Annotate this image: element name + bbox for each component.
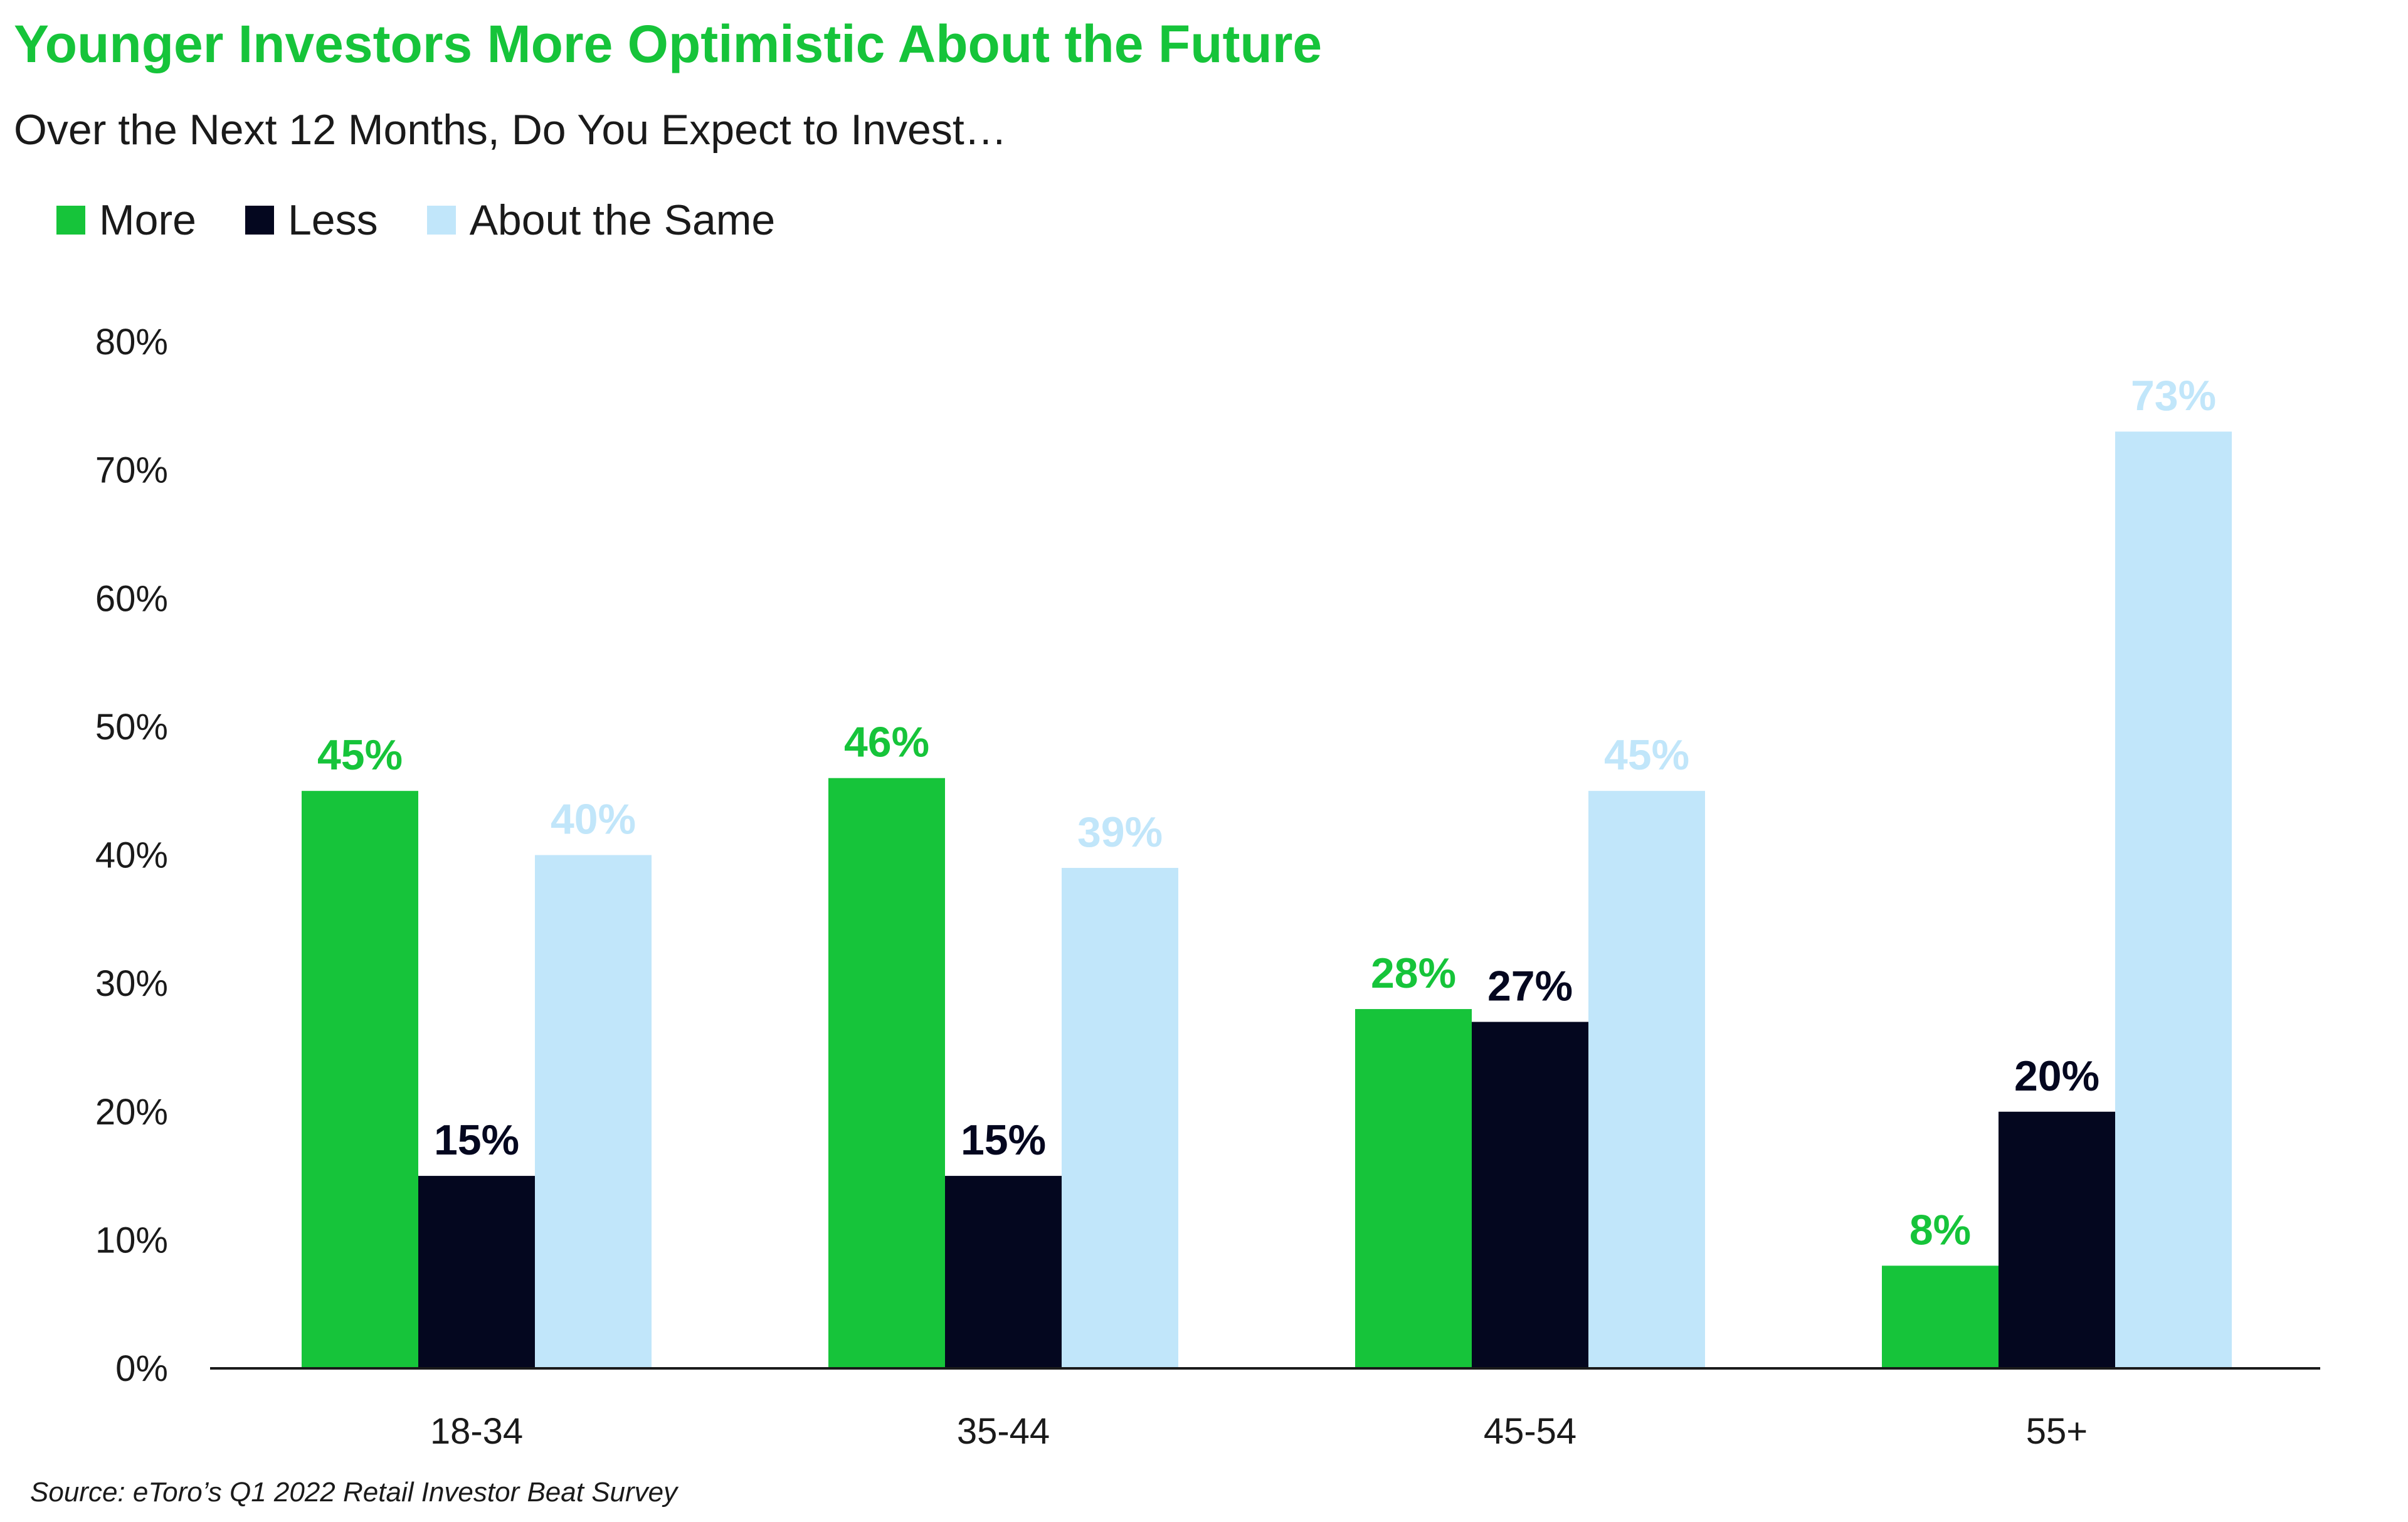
legend-item-less: Less bbox=[245, 196, 378, 245]
chart-title: Younger Investors More Optimistic About … bbox=[14, 14, 1323, 73]
y-tick-label: 80% bbox=[95, 322, 168, 362]
legend-label-less: Less bbox=[287, 196, 378, 244]
data-label: 40% bbox=[551, 796, 636, 843]
legend-swatch-more bbox=[56, 206, 85, 235]
y-tick-label: 40% bbox=[95, 835, 168, 876]
data-label: 39% bbox=[1077, 808, 1163, 856]
legend-label-more: More bbox=[99, 196, 196, 244]
data-label: 46% bbox=[844, 719, 929, 766]
x-tick-label: 55+ bbox=[2026, 1411, 2088, 1452]
y-tick-label: 50% bbox=[95, 707, 168, 748]
y-tick-label: 0% bbox=[115, 1348, 168, 1389]
bar bbox=[1882, 1266, 1999, 1368]
y-tick-label: 30% bbox=[95, 963, 168, 1004]
bar bbox=[1588, 791, 1705, 1368]
data-label: 45% bbox=[1604, 731, 1689, 779]
data-label: 73% bbox=[2131, 372, 2216, 420]
bar bbox=[302, 791, 418, 1368]
data-label: 8% bbox=[1909, 1206, 1971, 1254]
y-tick-label: 20% bbox=[95, 1092, 168, 1133]
x-tick-label: 18-34 bbox=[430, 1411, 523, 1452]
bar bbox=[1355, 1009, 1472, 1368]
bar bbox=[828, 778, 945, 1368]
data-label: 45% bbox=[317, 731, 403, 779]
data-label: 27% bbox=[1487, 963, 1573, 1010]
legend-swatch-less bbox=[245, 206, 274, 235]
data-label: 20% bbox=[2014, 1052, 2099, 1100]
x-tick-label: 45-54 bbox=[1484, 1411, 1576, 1452]
legend-swatch-same bbox=[426, 206, 456, 235]
data-label: 15% bbox=[434, 1116, 519, 1164]
bar bbox=[2115, 431, 2232, 1368]
bar bbox=[418, 1176, 535, 1368]
data-label: 28% bbox=[1371, 949, 1456, 997]
legend-item-same: About the Same bbox=[426, 196, 776, 245]
source-note: Source: eToro’s Q1 2022 Retail Investor … bbox=[30, 1477, 678, 1508]
bar bbox=[945, 1176, 1062, 1368]
y-tick-label: 70% bbox=[95, 450, 168, 491]
bar bbox=[1062, 867, 1178, 1368]
y-tick-label: 60% bbox=[95, 578, 168, 619]
chart-subtitle: Over the Next 12 Months, Do You Expect t… bbox=[14, 106, 1007, 154]
legend-item-more: More bbox=[56, 196, 196, 245]
bar bbox=[1472, 1022, 1588, 1368]
legend: More Less About the Same bbox=[56, 196, 824, 245]
y-tick-label: 10% bbox=[95, 1220, 168, 1260]
data-label: 15% bbox=[961, 1116, 1046, 1164]
bar bbox=[535, 855, 652, 1368]
bar bbox=[1999, 1111, 2115, 1368]
x-tick-label: 35-44 bbox=[957, 1411, 1050, 1452]
legend-label-same: About the Same bbox=[469, 196, 776, 244]
